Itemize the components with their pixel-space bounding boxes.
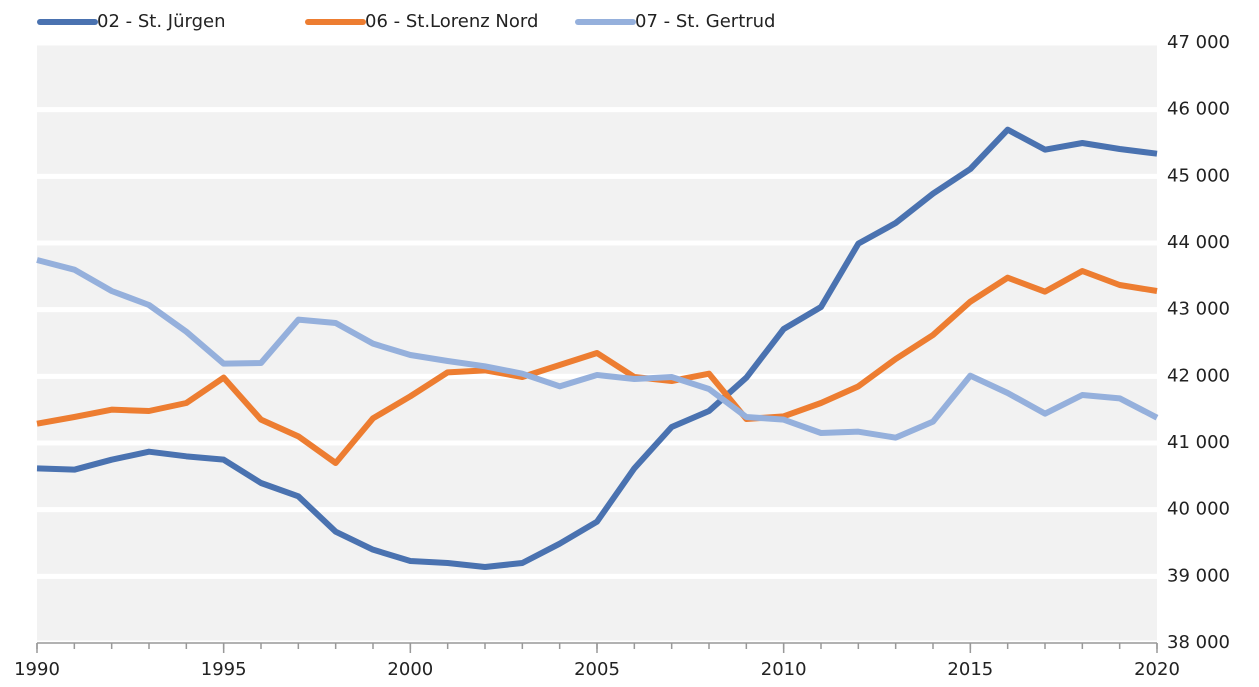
- y-tick-label: 47 000: [1167, 32, 1230, 53]
- x-tick-label: 2010: [761, 659, 807, 680]
- y-tick-label: 42 000: [1167, 365, 1230, 386]
- series-line: [36, 257, 1159, 441]
- series-line: [36, 268, 1158, 466]
- x-tick-label: 2005: [574, 659, 620, 680]
- y-tick-label: 45 000: [1167, 165, 1230, 186]
- x-tick-label: 2020: [1134, 659, 1180, 680]
- y-tick-label: 40 000: [1167, 499, 1230, 520]
- y-tick-label: 44 000: [1167, 232, 1230, 253]
- y-tick-label: 41 000: [1167, 432, 1230, 453]
- plot-background: [37, 43, 1157, 643]
- legend-label: 02 - St. Jürgen: [97, 11, 225, 32]
- x-tick-label: 2000: [387, 659, 433, 680]
- y-tick-label: 46 000: [1167, 99, 1230, 120]
- series-line: [36, 126, 1158, 570]
- x-tick-label: 1995: [201, 659, 247, 680]
- y-tick-label: 38 000: [1167, 632, 1230, 653]
- legend-label: 06 - St.Lorenz Nord: [365, 11, 538, 32]
- y-tick-label: 43 000: [1167, 299, 1230, 320]
- y-tick-label: 39 000: [1167, 565, 1230, 586]
- legend-label: 07 - St. Gertrud: [635, 11, 775, 32]
- x-tick-label: 2015: [947, 659, 993, 680]
- x-tick-label: 1990: [14, 659, 60, 680]
